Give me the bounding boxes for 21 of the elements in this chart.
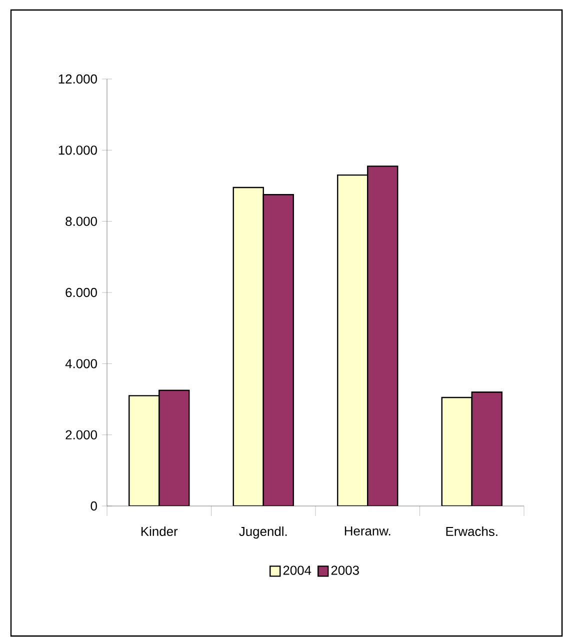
bar xyxy=(337,174,368,506)
bar xyxy=(128,395,160,506)
legend-label: 2003 xyxy=(331,566,359,575)
y-tick-label: 8.000 xyxy=(66,216,97,226)
bar xyxy=(441,396,472,506)
y-tick-label: 0 xyxy=(90,501,97,511)
x-tick-label: Heranw. xyxy=(344,526,390,536)
y-tick-label: 4.000 xyxy=(65,359,97,368)
x-tick-label: Kinder xyxy=(141,526,178,536)
y-tick-label: 10.000 xyxy=(58,146,97,155)
bar xyxy=(232,186,264,506)
y-tick-label: 6.000 xyxy=(66,288,97,298)
bar xyxy=(158,390,190,506)
x-tick-label: Erwachs. xyxy=(446,526,498,536)
y-tick-label: 12.000 xyxy=(58,74,97,84)
bar xyxy=(262,194,294,506)
x-tick-label: Jugendl. xyxy=(239,526,287,539)
y-tick-label: 2.000 xyxy=(66,430,97,440)
bar xyxy=(471,392,502,506)
legend-label: 2004 xyxy=(283,566,312,575)
bar xyxy=(367,166,398,506)
